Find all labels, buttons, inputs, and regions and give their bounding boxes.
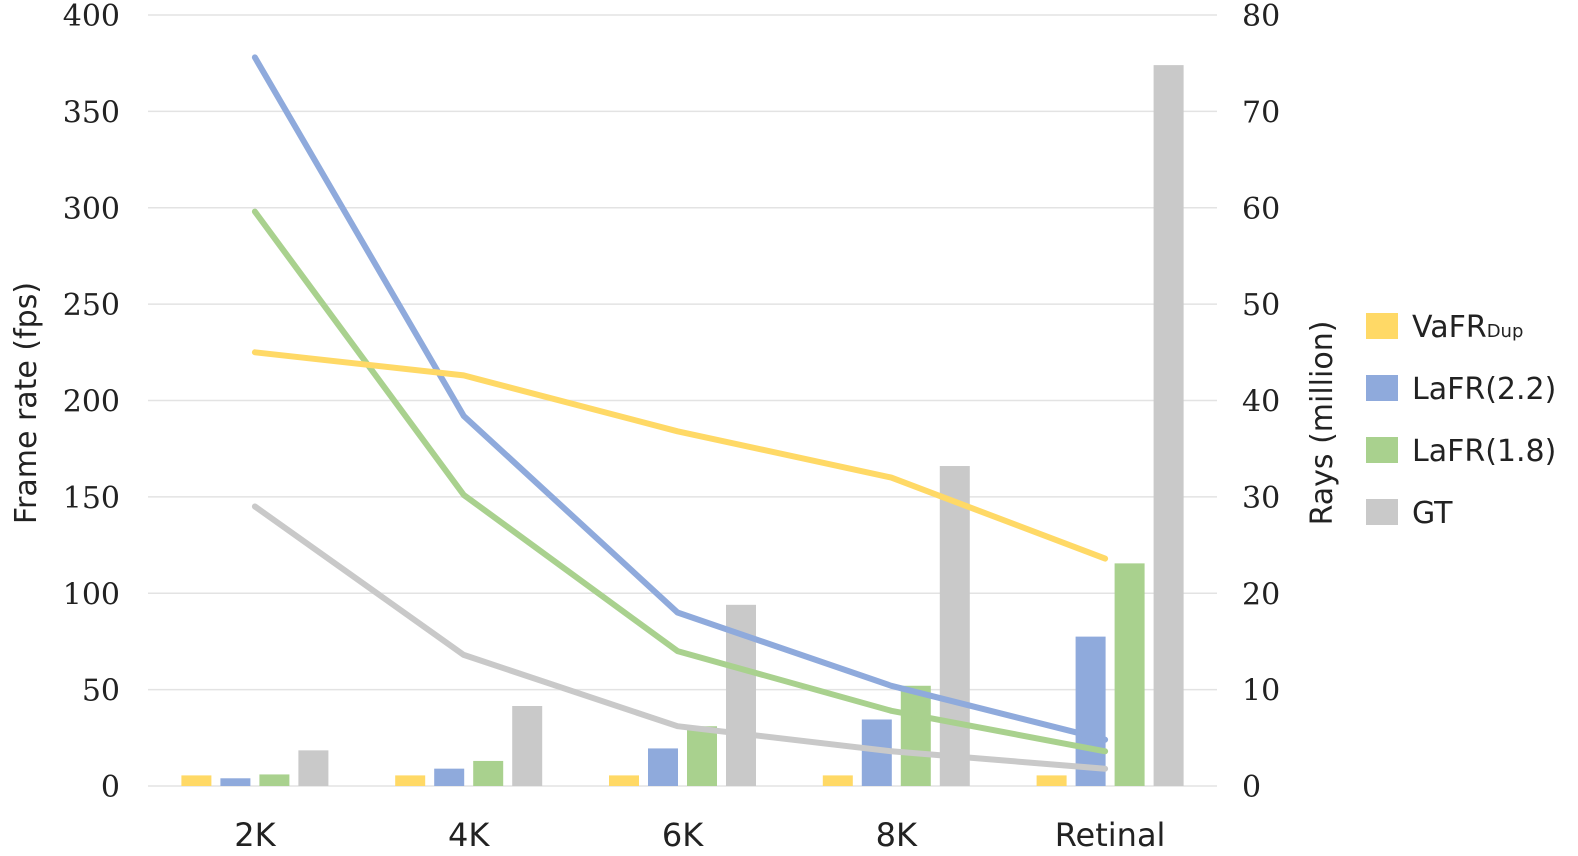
right-tick-label: 10 <box>1242 674 1280 709</box>
right-tick-label: 70 <box>1242 95 1280 130</box>
left-tick-label: 350 <box>63 95 120 130</box>
legend-label: GT <box>1412 496 1453 531</box>
right-axis-title: Rays (million) <box>1305 321 1340 526</box>
bar <box>609 775 639 786</box>
legend-label: LaFR(1.8) <box>1412 434 1556 469</box>
left-tick-label: 300 <box>63 192 120 227</box>
right-tick-label: 60 <box>1242 192 1280 227</box>
category-label: 8K <box>876 816 918 854</box>
bar <box>259 774 290 786</box>
legend: VaFRDup LaFR(2.2) LaFR(1.8) GT <box>1366 310 1556 531</box>
right-tick-label: 30 <box>1242 481 1280 516</box>
left-tick-label: 50 <box>82 674 120 709</box>
right-tick-label: 0 <box>1242 770 1261 805</box>
category-label: 6K <box>662 816 704 854</box>
bar <box>1114 563 1145 786</box>
left-tick-label: 200 <box>63 385 120 420</box>
bar <box>181 775 212 786</box>
bar <box>1036 775 1067 786</box>
left-tick-label: 250 <box>63 288 120 323</box>
right-tick-label: 50 <box>1242 288 1280 323</box>
category-label: Retinal <box>1055 816 1166 854</box>
left-axis-title: Frame rate (fps) <box>9 282 44 524</box>
bar <box>395 775 426 786</box>
bar <box>298 750 329 786</box>
bar <box>1153 65 1184 787</box>
bar <box>822 775 853 786</box>
series-line <box>251 503 1109 772</box>
legend-label: VaFRDup <box>1412 310 1523 345</box>
bar <box>1075 636 1106 786</box>
right-tick-label: 80 <box>1242 0 1280 34</box>
bar <box>512 706 543 786</box>
category-axis-ticks: 2K 4K 6K 8K Retinal <box>234 816 1165 854</box>
right-tick-label: 20 <box>1242 577 1280 612</box>
legend-swatch <box>1366 437 1398 463</box>
series-line <box>251 208 1109 755</box>
series-line <box>251 54 1109 743</box>
legend-swatch <box>1366 375 1398 401</box>
left-tick-label: 150 <box>63 481 120 516</box>
legend-label: LaFR(2.2) <box>1412 372 1556 407</box>
bar <box>687 726 717 786</box>
right-axis-ticks: 0 10 20 30 40 50 60 70 80 <box>1242 0 1280 805</box>
axes: 0 50 100 150 200 250 300 350 400 0 10 20 30 40 50 60 70… <box>9 0 1340 854</box>
bar <box>434 768 465 786</box>
bar <box>473 760 504 786</box>
legend-swatch <box>1366 313 1398 339</box>
left-tick-label: 400 <box>63 0 120 34</box>
series-line <box>251 349 1109 562</box>
lines <box>251 54 1109 772</box>
category-label: 4K <box>448 816 490 854</box>
left-tick-label: 0 <box>101 770 120 805</box>
bar <box>900 685 931 786</box>
bar <box>939 466 970 786</box>
legend-swatch <box>1366 499 1398 525</box>
right-tick-label: 40 <box>1242 385 1280 420</box>
left-axis-ticks: 0 50 100 150 200 250 300 350 400 <box>63 0 120 805</box>
bar <box>648 748 678 786</box>
gridlines <box>148 14 1217 787</box>
bar <box>220 778 251 786</box>
category-label: 2K <box>234 816 276 854</box>
bars <box>181 65 1184 787</box>
left-tick-label: 100 <box>63 577 120 612</box>
